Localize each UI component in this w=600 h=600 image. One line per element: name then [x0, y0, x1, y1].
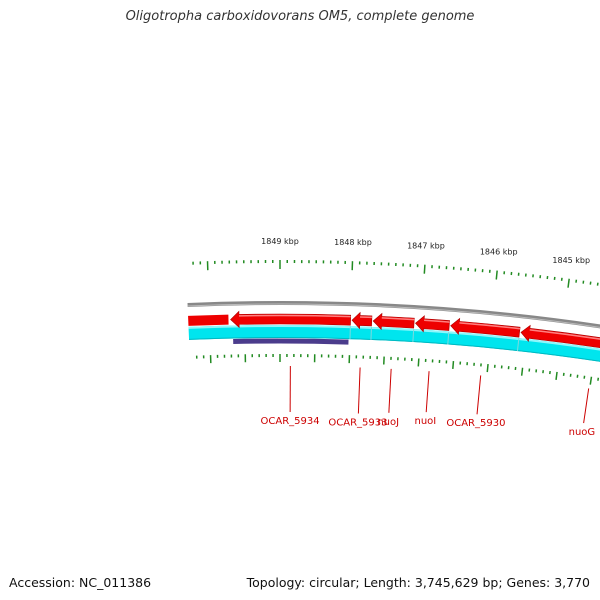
gene-arrow	[230, 310, 352, 329]
gene-highlight	[424, 319, 450, 323]
gc-edge	[189, 337, 600, 362]
gene-highlight	[529, 329, 600, 340]
gene-arrow	[415, 315, 450, 333]
inner-major-tick	[452, 360, 455, 370]
major-tick	[423, 264, 426, 274]
kbp-tick-label: 1845 kbp	[552, 256, 590, 265]
gene-labels: OCAR_5934OCAR_5933nuoJnuoIOCAR_5930nuoGn…	[261, 366, 596, 438]
gene-label: nuoG	[569, 427, 596, 438]
kbp-tick-labels: 1849 kbp 1848 kbp 1847 kbp 1846 kbp 1845 kbp…	[261, 237, 590, 265]
gene-label: nuoI	[414, 416, 436, 427]
selection-bar	[233, 338, 349, 345]
kbp-tick-label: 1847 kbp	[407, 242, 445, 251]
inner-major-tick	[520, 367, 524, 376]
gene-leader-line	[583, 388, 590, 424]
gene-leader-line	[357, 367, 361, 414]
gene-label: OCAR_5930	[446, 418, 505, 429]
accession-text: Accession: NC_011386	[9, 575, 152, 590]
gc-separator	[516, 338, 520, 352]
gene-label: OCAR_5934	[261, 416, 320, 427]
inner-tick-track	[195, 354, 600, 385]
inner-major-tick	[555, 371, 558, 380]
gene-arrow	[351, 311, 373, 330]
genome-title: Oligotropha carboxidovorans OM5, complet…	[125, 9, 475, 24]
gc-separator	[412, 329, 415, 343]
gc-band	[188, 325, 600, 362]
gc-separator	[447, 331, 450, 345]
gc-content-track	[188, 325, 600, 362]
gene-leader-line	[425, 371, 430, 413]
gc-separator	[370, 326, 372, 340]
kbp-tick-label: 1848 kbp	[334, 238, 372, 247]
gene-arrow	[372, 312, 415, 331]
inner-major-tick	[417, 358, 420, 367]
major-tick	[495, 270, 498, 280]
gene-track	[188, 310, 600, 348]
gc-highlight	[188, 325, 600, 351]
kbp-tick-label: 1849 kbp	[261, 237, 299, 246]
selected-region-bar	[233, 338, 349, 345]
gene-label: nuoJ	[377, 417, 399, 428]
inner-major-tick	[589, 376, 593, 385]
gene-leader-line	[476, 375, 482, 415]
major-tick	[567, 278, 570, 288]
backbone-line	[187, 301, 600, 329]
gene-label: OCAR_5933	[328, 417, 387, 428]
gene-highlight	[238, 314, 351, 318]
backbone-highlight	[187, 303, 600, 328]
gene-highlight	[381, 317, 415, 321]
gene-highlight	[459, 322, 520, 330]
inner-major-tick	[486, 364, 489, 373]
topology-text: Topology: circular; Length: 3,745,629 bp…	[246, 575, 590, 590]
gene-leader-line	[388, 368, 392, 413]
gene-partial-left	[188, 314, 229, 326]
kbp-tick-label: 1846 kbp	[480, 248, 518, 257]
backbone-track	[187, 301, 600, 329]
outer-tick-track	[192, 260, 599, 288]
